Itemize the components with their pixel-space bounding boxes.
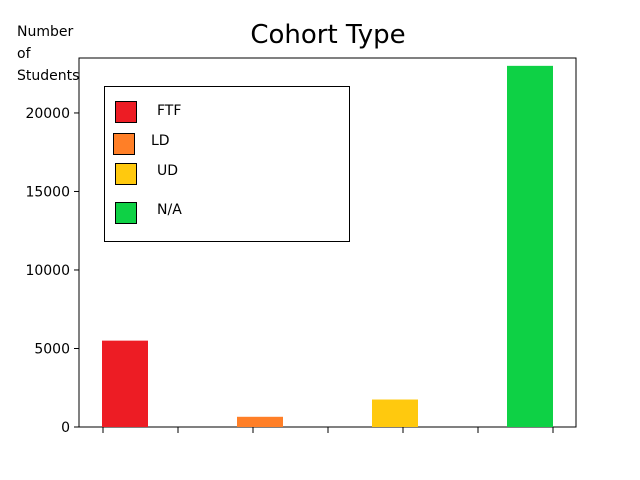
chart-title: Cohort Type: [250, 20, 406, 50]
y-axis-label: Number of Students: [17, 21, 87, 87]
bar-na: [507, 65, 553, 427]
legend-swatch-na: [115, 202, 137, 224]
y-tick-label: 0: [61, 420, 70, 436]
legend-swatch-ld: [113, 133, 135, 155]
legend-swatch-ftf: [115, 101, 137, 123]
legend-label-ftf: FTF: [157, 103, 182, 119]
legend-label-ud: UD: [157, 163, 179, 179]
bar-group: [102, 65, 553, 427]
bar-ud: [372, 399, 418, 427]
bar-ftf: [102, 340, 148, 427]
y-axis: 0 5000 10000 15000 20000: [25, 106, 79, 436]
y-tick-label: 5000: [34, 341, 70, 357]
legend-swatch-ud: [115, 163, 137, 185]
y-axis-label-line: Students: [17, 68, 80, 84]
y-tick-label: 15000: [25, 184, 70, 200]
y-axis-label-line: Number: [17, 24, 74, 40]
legend: FTF LD UD N/A: [104, 86, 350, 242]
y-tick-label: 10000: [25, 263, 70, 279]
legend-label-na: N/A: [157, 202, 182, 218]
y-tick-label: 20000: [25, 106, 70, 122]
x-axis: [102, 427, 554, 433]
y-axis-label-line: of: [17, 46, 31, 62]
bar-ld: [237, 416, 283, 427]
legend-label-ld: LD: [151, 133, 170, 149]
